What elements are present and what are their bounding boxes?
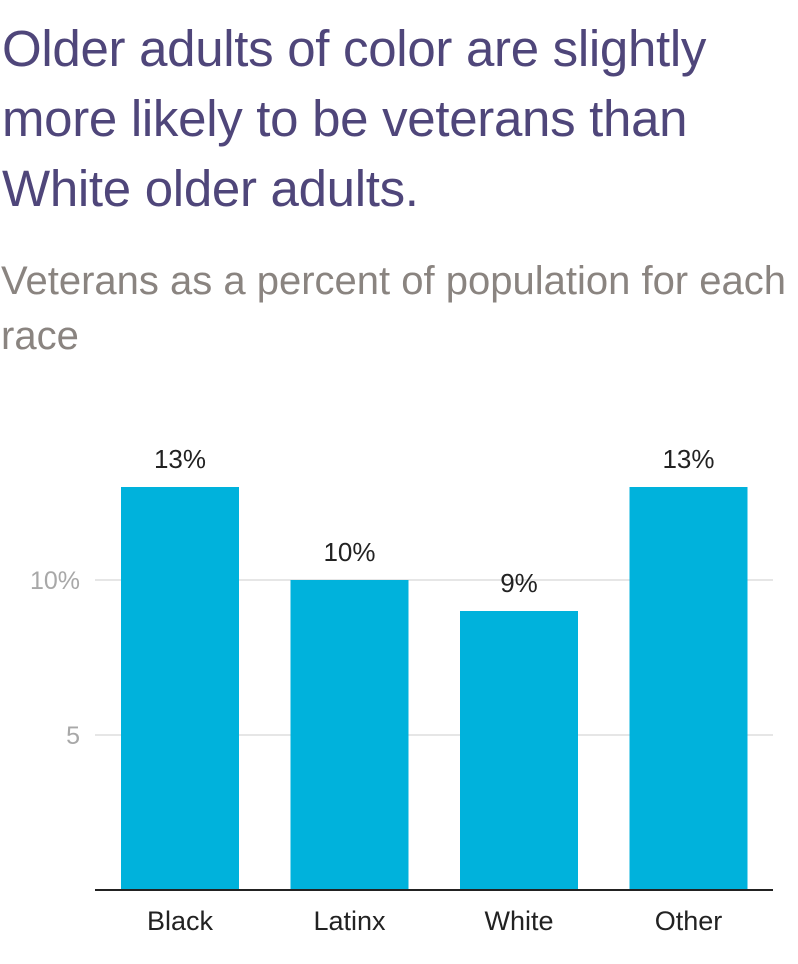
x-axis-labels: Black Latinx White Other (147, 906, 722, 936)
chart-subtitle: Veterans as a percent of population for … (1, 259, 786, 358)
bars: 13% 10% 9% 13% (121, 444, 748, 890)
x-category-label: White (484, 906, 553, 936)
bar-chart: 5 10% 13% 10% 9% 13% Black Latinx White Other (30, 444, 773, 936)
bar-value-label: 10% (323, 537, 375, 567)
chart-title: Older adults of color are slightly more … (2, 20, 707, 217)
y-tick-label: 10% (30, 567, 80, 595)
bar-value-label: 9% (500, 568, 538, 598)
bar-value-label: 13% (662, 444, 714, 474)
y-tick-label: 5 (66, 722, 80, 750)
bar-black (121, 487, 239, 890)
bar-other (629, 487, 748, 890)
bar-value-label: 13% (154, 444, 206, 474)
x-category-label: Latinx (313, 906, 386, 936)
bar-white (460, 611, 578, 890)
y-axis-ticks: 5 10% (30, 567, 80, 750)
x-category-label: Other (655, 906, 723, 936)
x-category-label: Black (147, 906, 214, 936)
bar-latinx (290, 580, 409, 890)
